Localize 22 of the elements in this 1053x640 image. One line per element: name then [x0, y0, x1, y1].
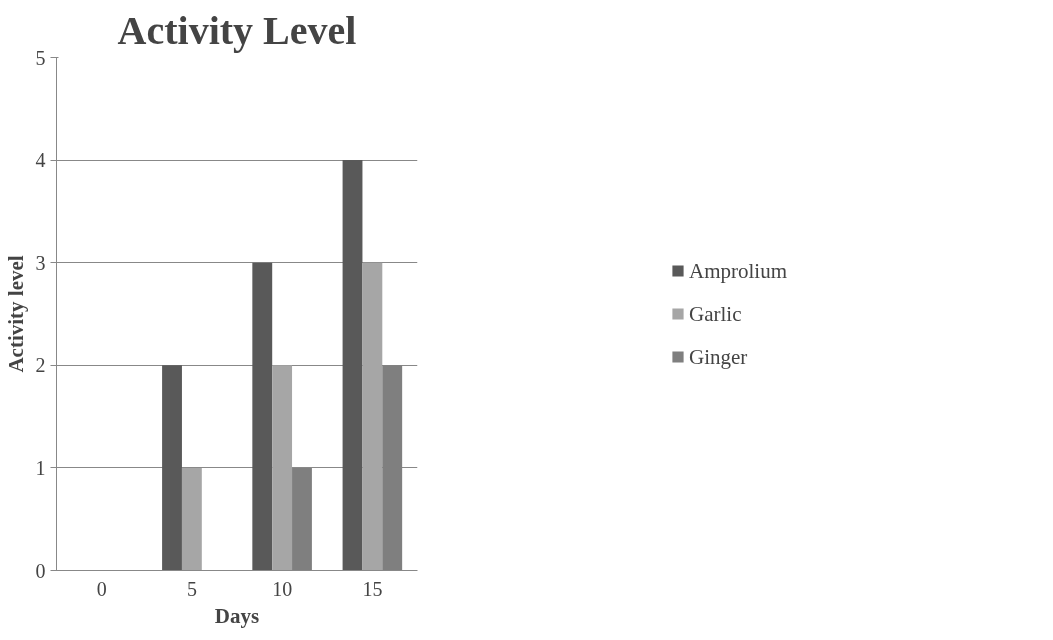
- x-tick-label: 5: [186, 577, 197, 600]
- bar: [272, 365, 293, 571]
- y-tick-label: 2: [35, 354, 46, 377]
- bar: [252, 262, 273, 571]
- x-tick-label: 10: [272, 577, 293, 600]
- legend-label: Garlic: [689, 301, 742, 326]
- bar: [342, 160, 363, 571]
- y-axis-title: Activity level: [3, 255, 28, 373]
- bar: [181, 467, 202, 571]
- y-tick-label: 4: [35, 149, 46, 172]
- y-tick-label: 1: [35, 456, 46, 479]
- chart-title: Activity Level: [117, 7, 357, 53]
- x-axis-title: Days: [214, 603, 260, 628]
- x-tick-label: 15: [362, 577, 383, 600]
- bar: [362, 262, 383, 571]
- x-tick-label: 0: [96, 577, 107, 600]
- y-tick-label: 0: [35, 559, 46, 582]
- bar: [162, 365, 182, 571]
- y-tick-label: 5: [35, 46, 46, 69]
- legend-label: Amprolium: [689, 258, 787, 283]
- y-tick-label: 3: [35, 251, 46, 274]
- legend-label: Ginger: [689, 344, 748, 369]
